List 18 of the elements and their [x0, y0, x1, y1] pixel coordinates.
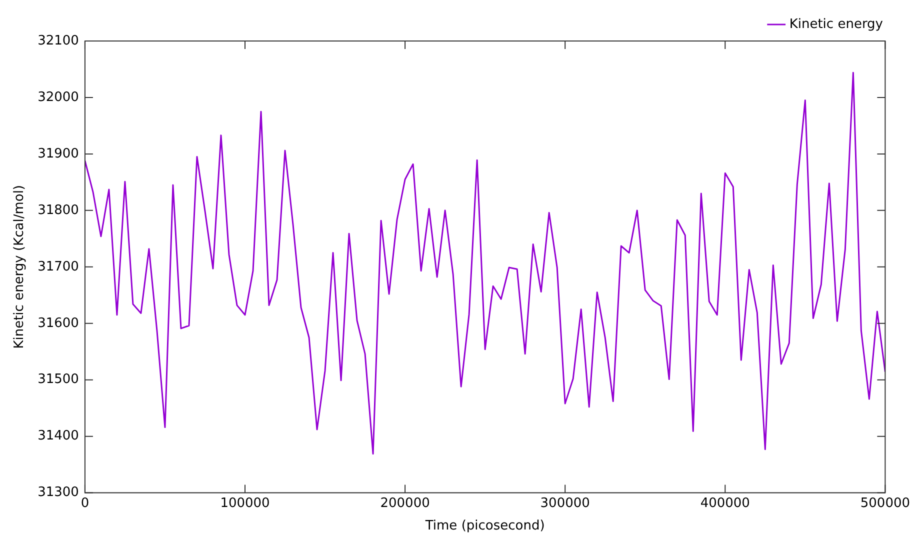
y-tick-label: 31400: [38, 428, 79, 444]
x-tick-label: 0: [80, 496, 90, 511]
y-tick-label: 31500: [38, 372, 79, 388]
y-tick-label: 31800: [38, 202, 79, 218]
x-tick-label: 200000: [380, 496, 430, 511]
y-tick-label: 32000: [38, 90, 79, 105]
y-tick-label: 32100: [38, 33, 79, 48]
x-axis-title: Time (picosecond): [424, 518, 545, 534]
y-axis-title: Kinetic energy (Kcal/mol): [12, 185, 28, 349]
y-tick-label: 31700: [38, 259, 79, 274]
x-tick-label: 300000: [540, 496, 590, 511]
y-tick-label: 31900: [38, 146, 79, 162]
x-tick-label: 400000: [700, 496, 750, 511]
legend-label: Kinetic energy: [789, 16, 884, 32]
x-tick-label: 100000: [220, 496, 270, 511]
y-tick-label: 31300: [38, 485, 79, 500]
y-tick-label: 31600: [38, 316, 79, 331]
x-tick-label: 500000: [860, 496, 910, 511]
